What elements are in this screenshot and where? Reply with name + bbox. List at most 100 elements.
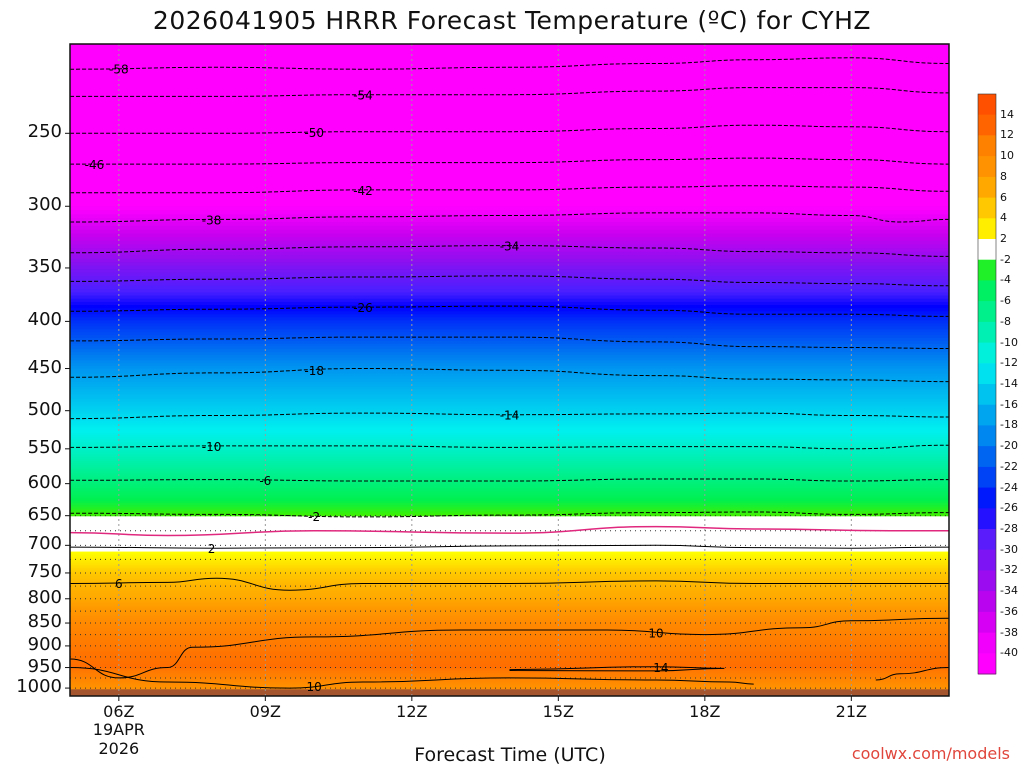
temperature-band bbox=[70, 265, 949, 270]
colorbar-tick-label: -30 bbox=[1000, 542, 1018, 556]
temperature-band bbox=[70, 599, 949, 602]
temperature-band bbox=[70, 106, 949, 113]
temperature-band bbox=[70, 251, 949, 256]
contour-label: -38 bbox=[202, 213, 222, 227]
temperature-band bbox=[70, 556, 949, 559]
temperature-band bbox=[70, 493, 949, 497]
temperature-band bbox=[70, 630, 949, 633]
temperature-band bbox=[70, 639, 949, 642]
contour-line bbox=[70, 124, 949, 134]
colorbar-tick-label: -16 bbox=[1000, 397, 1018, 411]
contour-line bbox=[70, 212, 949, 223]
temperature-band bbox=[70, 539, 949, 542]
colorbar-tick-label: 2 bbox=[1000, 232, 1007, 245]
temperature-band bbox=[70, 116, 949, 123]
temperature-band bbox=[70, 221, 949, 227]
temperature-band bbox=[70, 373, 949, 378]
temperature-band bbox=[70, 572, 949, 576]
colorbar-tick-label: -22 bbox=[1000, 459, 1018, 473]
contour-label: -26 bbox=[353, 301, 373, 315]
y-tick-label: 250 bbox=[27, 121, 62, 143]
temperature-band bbox=[70, 558, 949, 561]
y-tick-label: 650 bbox=[27, 503, 62, 525]
temperature-band bbox=[70, 46, 949, 53]
colorbar-tick-label: -28 bbox=[1000, 522, 1018, 535]
temperature-band bbox=[70, 584, 949, 587]
contour-label: 10 bbox=[648, 626, 663, 640]
temperature-band bbox=[70, 667, 949, 670]
temperature-band bbox=[70, 389, 949, 393]
colorbar-swatch bbox=[978, 176, 996, 199]
temperature-band bbox=[70, 461, 949, 464]
temperature-band bbox=[70, 609, 949, 612]
colorbar-swatch bbox=[978, 529, 996, 551]
credit-text: coolwx.com/models bbox=[851, 744, 1010, 763]
temperature-band bbox=[70, 618, 949, 621]
temperature-band bbox=[70, 141, 949, 147]
temperature-band bbox=[70, 282, 949, 287]
temperature-band bbox=[70, 91, 949, 98]
temperature-band bbox=[70, 338, 949, 342]
temperature-band bbox=[70, 641, 949, 644]
temperature-band bbox=[70, 647, 949, 650]
temperature-fill bbox=[70, 44, 949, 696]
temperature-band bbox=[70, 57, 949, 65]
temperature-band bbox=[70, 684, 949, 686]
temperature-band bbox=[70, 551, 949, 554]
temperature-band bbox=[70, 181, 949, 187]
colorbar-swatch bbox=[978, 466, 996, 489]
temperature-band bbox=[70, 194, 949, 199]
temperature-band bbox=[70, 541, 949, 544]
colorbar-frame bbox=[977, 93, 997, 675]
plot-frame bbox=[69, 43, 950, 697]
temperature-band bbox=[70, 465, 949, 468]
contour-line bbox=[70, 157, 949, 165]
temperature-band bbox=[70, 308, 949, 312]
temperature-band bbox=[70, 198, 949, 203]
temperature-band bbox=[70, 597, 949, 600]
temperature-band bbox=[70, 289, 949, 293]
grid-lines bbox=[70, 44, 949, 696]
temperature-band bbox=[70, 506, 949, 510]
x-date-label: 2026 bbox=[98, 739, 140, 758]
colorbar-tick-label: 8 bbox=[1000, 169, 1007, 183]
x-date-label: 19APR bbox=[92, 720, 145, 739]
temperature-band bbox=[70, 326, 949, 330]
temperature-band bbox=[70, 448, 949, 451]
temperature-band bbox=[70, 352, 949, 356]
axis-ticks bbox=[65, 132, 852, 701]
temperature-band bbox=[70, 566, 949, 569]
temperature-band bbox=[70, 672, 949, 675]
contour-line bbox=[70, 617, 949, 679]
temperature-band bbox=[70, 189, 949, 195]
temperature-band bbox=[70, 510, 949, 514]
temperature-band bbox=[70, 292, 949, 297]
contour-labels: -58 -54 -50 -46 -42 -38 -34 -26 -18 -14 -10 -6 -2 2 6 1… bbox=[85, 63, 669, 694]
ground-fill bbox=[70, 689, 949, 696]
temperature-band bbox=[70, 623, 949, 626]
temperature-band bbox=[70, 652, 949, 655]
temperature-band bbox=[70, 262, 949, 267]
temperature-band bbox=[70, 420, 949, 424]
temperature-band bbox=[70, 606, 949, 609]
temperature-band bbox=[70, 401, 949, 405]
temperature-band bbox=[70, 394, 949, 398]
temperature-band bbox=[70, 255, 949, 260]
temperature-band bbox=[70, 432, 949, 436]
temperature-band bbox=[70, 536, 949, 539]
colorbar-swatch bbox=[978, 653, 996, 675]
temperature-band bbox=[70, 523, 949, 527]
temperature-band bbox=[70, 458, 949, 462]
colorbar-tick-label: -2 bbox=[1000, 252, 1011, 266]
y-tick-label: 550 bbox=[27, 436, 62, 458]
temperature-band bbox=[70, 628, 949, 631]
temperature-band bbox=[70, 481, 949, 485]
temperature-band bbox=[70, 632, 949, 635]
temperature-band bbox=[70, 399, 949, 403]
temperature-band bbox=[70, 501, 949, 504]
chart-title: 2026041905 HRRR Forecast Temperature (ºC… bbox=[152, 6, 872, 35]
temperature-band bbox=[70, 434, 949, 438]
colorbar-swatch bbox=[978, 446, 996, 468]
temperature-band bbox=[70, 499, 949, 502]
y-tick-label: 850 bbox=[27, 611, 62, 633]
